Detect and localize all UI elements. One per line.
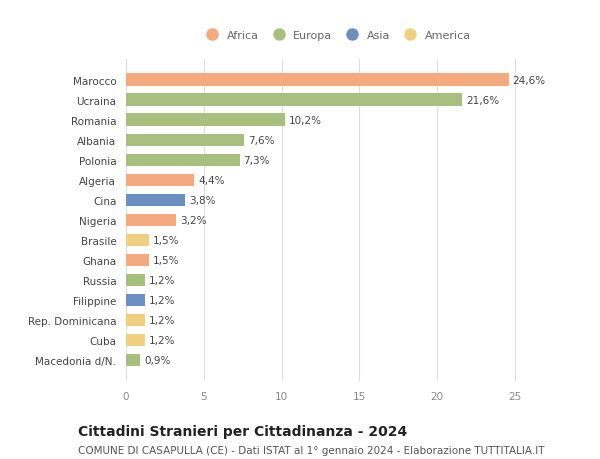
Bar <box>126 294 145 307</box>
Bar <box>126 214 176 226</box>
Bar <box>126 254 149 267</box>
Text: 21,6%: 21,6% <box>466 95 499 106</box>
Bar <box>126 354 140 366</box>
Bar <box>126 134 244 146</box>
Text: 1,2%: 1,2% <box>149 315 175 325</box>
Text: 1,5%: 1,5% <box>153 235 180 245</box>
Bar <box>126 334 145 347</box>
Bar <box>126 154 239 167</box>
Text: 3,2%: 3,2% <box>179 215 206 225</box>
Text: 24,6%: 24,6% <box>512 75 545 85</box>
Text: 1,2%: 1,2% <box>149 335 175 345</box>
Bar <box>126 234 149 246</box>
Text: COMUNE DI CASAPULLA (CE) - Dati ISTAT al 1° gennaio 2024 - Elaborazione TUTTITAL: COMUNE DI CASAPULLA (CE) - Dati ISTAT al… <box>78 445 545 455</box>
Bar <box>126 74 509 87</box>
Text: 1,2%: 1,2% <box>149 295 175 305</box>
Bar <box>126 94 462 106</box>
Legend: Africa, Europa, Asia, America: Africa, Europa, Asia, America <box>197 27 475 45</box>
Text: 1,2%: 1,2% <box>149 275 175 285</box>
Bar <box>126 274 145 286</box>
Bar <box>126 174 194 186</box>
Text: 7,6%: 7,6% <box>248 135 275 146</box>
Text: 10,2%: 10,2% <box>289 115 322 125</box>
Text: Cittadini Stranieri per Cittadinanza - 2024: Cittadini Stranieri per Cittadinanza - 2… <box>78 425 407 438</box>
Text: 0,9%: 0,9% <box>144 355 170 365</box>
Bar <box>126 194 185 207</box>
Text: 4,4%: 4,4% <box>199 175 225 185</box>
Text: 3,8%: 3,8% <box>189 196 215 205</box>
Bar <box>126 314 145 326</box>
Text: 7,3%: 7,3% <box>244 156 270 165</box>
Bar <box>126 114 284 127</box>
Text: 1,5%: 1,5% <box>153 255 180 265</box>
